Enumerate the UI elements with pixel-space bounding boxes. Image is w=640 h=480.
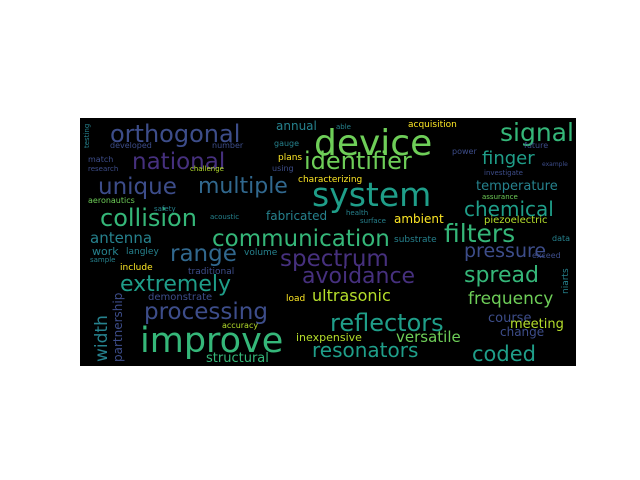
- word-multiple: multiple: [198, 174, 288, 199]
- word-finger: finger: [482, 148, 535, 169]
- word-niarts: niarts: [561, 268, 571, 294]
- word-assurance: assurance: [482, 193, 518, 201]
- word-future: future: [524, 141, 549, 150]
- word-communication: communication: [212, 226, 390, 252]
- word-substrate: substrate: [394, 235, 437, 245]
- word-using: using: [272, 164, 294, 173]
- word-system: system: [312, 175, 432, 214]
- word-acquisition: acquisition: [408, 120, 457, 130]
- word-unique: unique: [98, 174, 177, 200]
- word-data: data: [552, 234, 571, 243]
- word-safety: safety: [154, 205, 176, 213]
- word-ultrasonic: ultrasonic: [312, 286, 391, 305]
- word-characterizing: characterizing: [298, 175, 363, 185]
- word-frequency: frequency: [468, 289, 554, 309]
- word-antenna: antenna: [90, 229, 153, 247]
- word-developed: developed: [110, 141, 152, 150]
- word-annual: annual: [276, 119, 317, 133]
- word-versatile: versatile: [396, 328, 461, 346]
- word-volume: volume: [244, 248, 278, 258]
- word-change: change: [500, 325, 545, 339]
- word-gauge: gauge: [274, 139, 300, 148]
- word-extremely: extremely: [120, 272, 231, 297]
- word-chemical: chemical: [464, 197, 554, 221]
- word-pressure: pressure: [464, 240, 547, 262]
- word-match: match: [88, 155, 114, 164]
- word-resonators: resonators: [312, 338, 419, 362]
- word-width: width: [92, 315, 112, 362]
- word-testing: testing: [83, 123, 91, 148]
- word-traditional: traditional: [188, 267, 235, 277]
- word-challenge: challenge: [190, 165, 224, 173]
- word-accuracy: accuracy: [222, 321, 259, 330]
- word-investigate: investigate: [484, 169, 523, 177]
- word-range: range: [170, 241, 237, 267]
- word-processing: processing: [144, 299, 268, 325]
- word-power: power: [452, 147, 477, 156]
- word-filters: filters: [444, 219, 516, 248]
- word-orthogonal: orthogonal: [110, 120, 241, 148]
- word-inexpensive: inexpensive: [296, 331, 362, 344]
- word-langley: langley: [126, 247, 159, 257]
- word-health: health: [346, 209, 369, 217]
- word-spread: spread: [464, 263, 539, 288]
- word-include: include: [120, 263, 153, 273]
- word-temperature: temperature: [476, 179, 558, 194]
- word-exceed: exceed: [532, 251, 561, 260]
- word-improve: improve: [140, 321, 284, 361]
- word-number: number: [212, 141, 244, 150]
- word-structural: structural: [206, 351, 269, 366]
- word-partnership: partnership: [111, 292, 125, 362]
- word-avoidance: avoidance: [302, 264, 416, 289]
- word-national: national: [132, 149, 226, 175]
- word-signal: signal: [500, 118, 574, 147]
- word-reflectors: reflectors: [330, 309, 444, 337]
- word-meeting: meeting: [510, 317, 564, 332]
- word-able: able: [336, 123, 351, 131]
- word-cloud: system device improve communication iden…: [80, 118, 576, 366]
- word-identifier: identifier: [304, 147, 412, 175]
- word-load: load: [286, 294, 306, 304]
- word-ambient: ambient: [394, 212, 444, 226]
- word-spectrum: spectrum: [280, 246, 389, 272]
- word-example: example: [542, 161, 568, 168]
- word-collision: collision: [100, 204, 197, 232]
- word-coded: coded: [472, 342, 536, 366]
- word-work: work: [92, 245, 119, 258]
- word-sample: sample: [90, 256, 116, 264]
- word-course: course: [488, 311, 532, 326]
- word-acoustic: acoustic: [210, 213, 240, 221]
- word-device: device: [314, 123, 433, 164]
- word-fabricated: fabricated: [266, 209, 328, 223]
- word-aeronautics: aeronautics: [88, 196, 135, 205]
- word-piezoelectric: piezoelectric: [484, 215, 548, 226]
- word-surface: surface: [360, 217, 386, 225]
- word-demonstrate: demonstrate: [148, 292, 213, 303]
- word-plans: plans: [278, 153, 303, 163]
- word-research: research: [88, 165, 119, 173]
